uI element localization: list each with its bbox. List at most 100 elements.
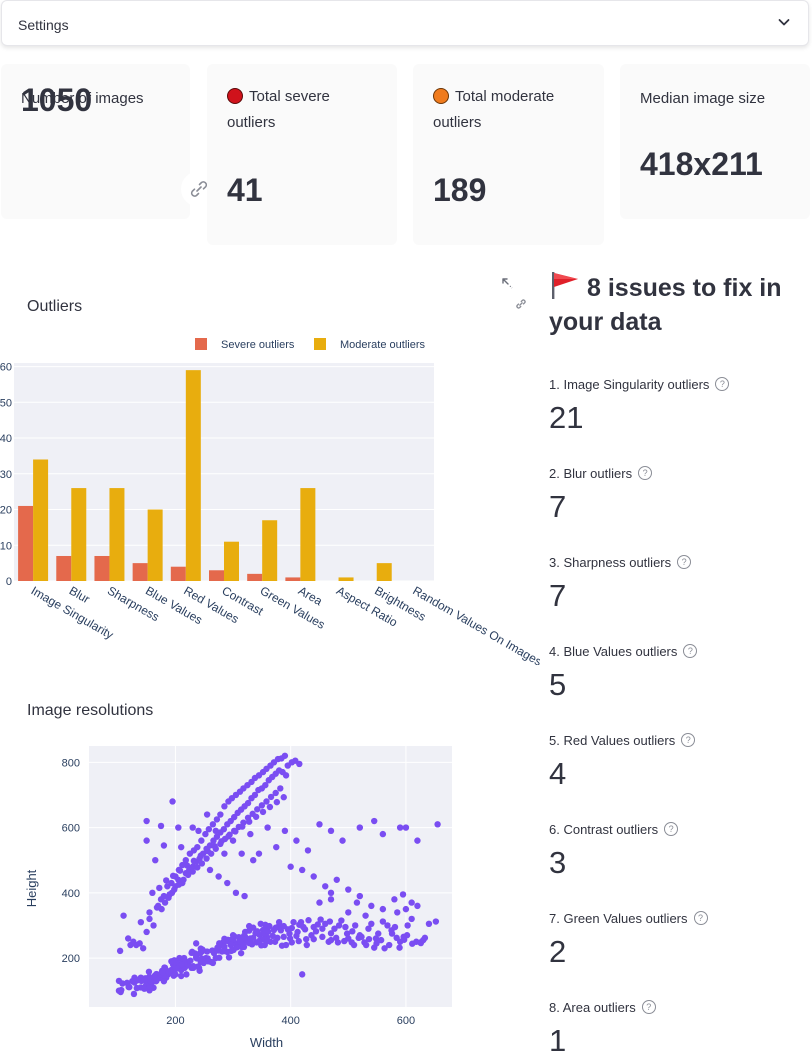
scatter-point bbox=[384, 922, 391, 929]
scatter-point bbox=[266, 803, 274, 811]
bar-moderate bbox=[262, 520, 278, 581]
scatter-point bbox=[408, 915, 415, 923]
scatter-point bbox=[252, 813, 260, 820]
scatter-point bbox=[143, 837, 150, 844]
scatter-point bbox=[373, 940, 380, 947]
scatter-point bbox=[220, 825, 228, 833]
scatter-point bbox=[171, 886, 178, 893]
help-icon[interactable]: ? bbox=[683, 644, 698, 658]
scatter-point bbox=[225, 833, 232, 840]
scatter-point bbox=[273, 798, 281, 806]
y-tick-label: 50 bbox=[0, 397, 12, 409]
scatter-point bbox=[218, 838, 225, 845]
bar-moderate bbox=[109, 488, 125, 581]
y-tick-label: 20 bbox=[0, 505, 12, 517]
image-resolution-scatter: 200 400 600 200 400 600 800 Width Height bbox=[24, 746, 452, 1050]
scatter-point bbox=[305, 917, 312, 924]
bar-moderate bbox=[185, 370, 201, 581]
scatter-point bbox=[310, 873, 317, 880]
metric-label: Total moderate outliers bbox=[433, 88, 555, 131]
link-icon[interactable] bbox=[511, 294, 531, 314]
scatter-point bbox=[156, 884, 163, 892]
scatter-point bbox=[402, 824, 410, 831]
scatter-point bbox=[371, 817, 378, 825]
scatter-point bbox=[211, 842, 218, 850]
scatter-point bbox=[281, 752, 289, 759]
bar-moderate bbox=[147, 509, 163, 581]
scatter-point bbox=[212, 954, 219, 962]
scatter-point bbox=[381, 945, 388, 952]
scatter-point bbox=[277, 785, 284, 792]
scatter-point bbox=[183, 862, 191, 869]
issue-value: 4 bbox=[549, 756, 567, 791]
scatter-point bbox=[322, 883, 329, 890]
help-icon[interactable]: ? bbox=[715, 377, 730, 391]
scatter-point bbox=[203, 855, 210, 862]
scatter-point bbox=[338, 917, 345, 924]
scatter-point bbox=[205, 825, 213, 833]
x-axis-label: Width bbox=[250, 1035, 283, 1050]
help-icon[interactable]: ? bbox=[664, 822, 679, 836]
bar-moderate bbox=[224, 541, 239, 581]
scatter-point bbox=[213, 833, 221, 840]
scatter-point bbox=[241, 928, 249, 936]
help-icon[interactable]: ? bbox=[677, 555, 692, 569]
scatter-point bbox=[280, 933, 287, 941]
scatter-point bbox=[293, 837, 300, 844]
scatter-point bbox=[190, 857, 198, 865]
scatter-point bbox=[198, 837, 205, 844]
scatter-point bbox=[396, 944, 403, 951]
help-icon[interactable]: ? bbox=[641, 1000, 656, 1014]
scatter-point bbox=[188, 949, 195, 957]
y-tick-label: 400 bbox=[62, 888, 80, 900]
scatter-point bbox=[224, 879, 231, 887]
chevron-down-icon bbox=[778, 19, 790, 26]
issue-label: 5. Red Values outliers? bbox=[549, 730, 696, 750]
metric-value: 1050 bbox=[21, 82, 93, 118]
bar-moderate bbox=[376, 563, 392, 581]
scatter-point bbox=[141, 977, 149, 984]
scatter-point bbox=[158, 905, 165, 913]
help-icon[interactable]: ? bbox=[638, 466, 653, 480]
scatter-point bbox=[434, 821, 441, 828]
issue-label: 2. Blur outliers? bbox=[549, 463, 653, 483]
scatter-point bbox=[172, 965, 180, 973]
help-icon[interactable]: ? bbox=[681, 733, 696, 747]
scatter-point bbox=[184, 871, 192, 879]
issue-label: 1. Image Singularity outliers? bbox=[549, 374, 730, 394]
issue-item: 1. Image Singularity outliers? 21 bbox=[549, 374, 730, 436]
scatter-point bbox=[303, 935, 310, 943]
scatter-point bbox=[316, 899, 323, 906]
metric-value: 41 bbox=[227, 172, 263, 208]
link-icon bbox=[190, 181, 208, 197]
image-resolutions-title: Image resolutions bbox=[27, 702, 154, 719]
collapse-arrows-icon[interactable] bbox=[501, 277, 515, 291]
scatter-point bbox=[263, 798, 270, 805]
scatter-point bbox=[232, 828, 239, 835]
scatter-point bbox=[192, 954, 200, 961]
scatter-point bbox=[225, 954, 233, 961]
scatter-point bbox=[295, 937, 302, 945]
scatter-point bbox=[271, 938, 279, 945]
scatter-point bbox=[241, 892, 248, 900]
scatter-point bbox=[258, 802, 266, 809]
scatter-point bbox=[161, 899, 169, 906]
scatter-point bbox=[358, 933, 365, 941]
scatter-point bbox=[187, 957, 194, 964]
help-icon[interactable]: ? bbox=[693, 911, 708, 925]
issue-item: 2. Blur outliers? 7 bbox=[549, 463, 653, 525]
scatter-point bbox=[171, 957, 178, 964]
scatter-point bbox=[145, 968, 153, 975]
settings-expander[interactable]: Settings bbox=[1, 0, 809, 46]
scatter-point bbox=[290, 918, 297, 926]
scatter-point bbox=[190, 964, 197, 972]
scatter-point bbox=[160, 842, 168, 849]
scatter-point bbox=[414, 837, 421, 844]
scatter-point bbox=[259, 808, 267, 816]
scatter-point bbox=[319, 933, 326, 941]
scatter-point bbox=[204, 847, 211, 855]
scatter-point bbox=[143, 817, 150, 825]
scatter-point bbox=[341, 937, 348, 945]
issue-item: 5. Red Values outliers? 4 bbox=[549, 730, 696, 792]
scatter-point bbox=[175, 824, 182, 831]
